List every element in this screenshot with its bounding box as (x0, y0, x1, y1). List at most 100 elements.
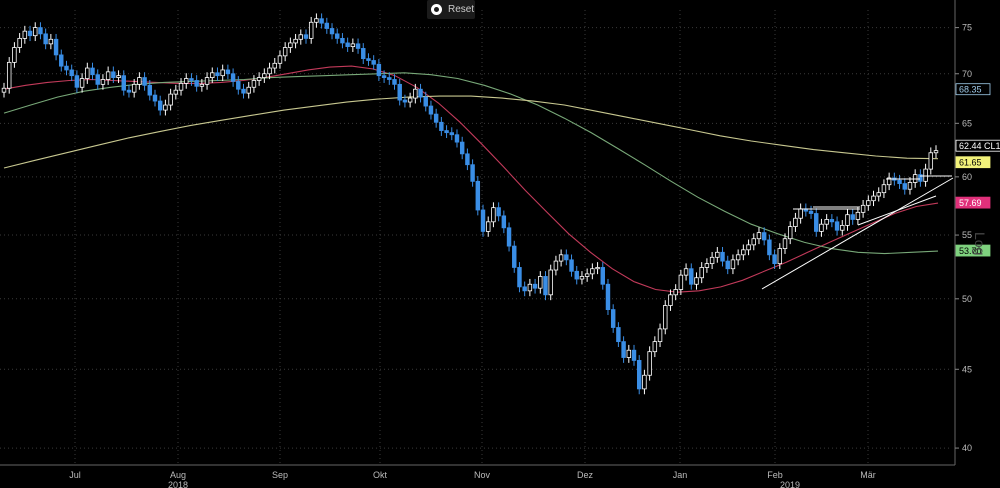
candle-body (163, 104, 168, 111)
candle (694, 272, 699, 290)
candle (402, 94, 408, 108)
candle (428, 100, 434, 120)
candle (782, 233, 788, 254)
candle (663, 300, 668, 335)
candle-body (407, 97, 413, 103)
candle-body (902, 183, 907, 190)
candle (814, 208, 819, 237)
candle-body (340, 37, 345, 44)
candle-body (486, 221, 491, 232)
candle-body (538, 276, 543, 289)
candle-body (95, 74, 100, 85)
candle-body (465, 153, 470, 166)
candle (350, 38, 356, 52)
candle-body (413, 88, 418, 99)
candle-body (663, 305, 668, 330)
candle (459, 136, 465, 160)
candle (251, 75, 257, 93)
candle-body (668, 294, 673, 306)
moving-average-slow (3, 95, 939, 169)
candle (538, 271, 543, 294)
candle-body (69, 69, 74, 77)
candle (819, 218, 824, 237)
candle-body (74, 75, 80, 88)
candle-body (491, 207, 496, 223)
reset-button[interactable]: Reset (427, 0, 475, 19)
candle-body (12, 47, 17, 63)
candle (210, 67, 215, 83)
candle (829, 214, 835, 228)
candle-body (798, 208, 803, 219)
candle (12, 42, 17, 68)
candle-body (38, 27, 43, 35)
candle (189, 73, 194, 86)
candle (423, 91, 428, 112)
log-scale-watermark: Log (972, 232, 988, 255)
candle (626, 344, 632, 363)
candle-body (293, 38, 298, 44)
candle (834, 216, 840, 236)
candle-body (834, 221, 840, 231)
candle-body (168, 93, 173, 106)
candle-body (423, 96, 428, 107)
candle (85, 62, 90, 84)
candle (730, 254, 736, 275)
candle (486, 216, 491, 237)
candle (230, 68, 236, 87)
candle-body (418, 88, 423, 98)
candle (449, 127, 454, 141)
candle-body (642, 374, 647, 390)
candle-body (558, 254, 564, 262)
candle-body (121, 75, 126, 91)
candle-body (454, 134, 460, 143)
candle-body (277, 55, 283, 64)
price-tag-label: 61.65 (959, 158, 982, 168)
candle-body (439, 121, 444, 131)
candle (366, 53, 371, 66)
candle-body (569, 259, 574, 272)
candle-body (53, 38, 59, 56)
candle (741, 244, 746, 261)
candle (772, 249, 777, 270)
candle (95, 69, 100, 90)
candle (907, 177, 913, 195)
candle-body (699, 267, 704, 279)
candle (439, 116, 444, 136)
y-tick-label: 75 (962, 23, 972, 33)
price-tag-box (955, 196, 991, 209)
candle-body (428, 105, 434, 115)
candle (683, 263, 689, 281)
candle-body (923, 168, 928, 182)
y-tick-label: 50 (962, 294, 972, 304)
price-tag-box (955, 244, 991, 257)
candle (918, 169, 923, 187)
candle (111, 66, 116, 83)
candle (355, 38, 361, 54)
candle-body (303, 34, 309, 39)
candle-body (350, 43, 356, 47)
candle (491, 202, 496, 228)
candle (647, 346, 652, 381)
candle-body (918, 174, 923, 182)
x-tick-label: Feb (767, 470, 783, 480)
candle (256, 72, 262, 86)
candle-body (579, 276, 585, 280)
candle (720, 246, 725, 267)
candle (267, 62, 272, 80)
candle-body (459, 141, 465, 155)
candle (418, 83, 423, 103)
candle-body (449, 132, 454, 136)
y-tick-label: 40 (962, 443, 972, 453)
candle (361, 43, 366, 65)
trendline-upper (857, 195, 937, 226)
candle-body (933, 150, 939, 154)
candle-body (1, 87, 7, 93)
candle-body (689, 268, 694, 285)
candle (871, 190, 876, 207)
candle (272, 57, 277, 74)
candle-body (532, 283, 538, 289)
candle (74, 70, 80, 93)
x-axis: Jul Aug Sep Okt Nov Dez Jan Feb Mär 2018 2019 (0, 464, 955, 488)
candle (236, 76, 241, 95)
